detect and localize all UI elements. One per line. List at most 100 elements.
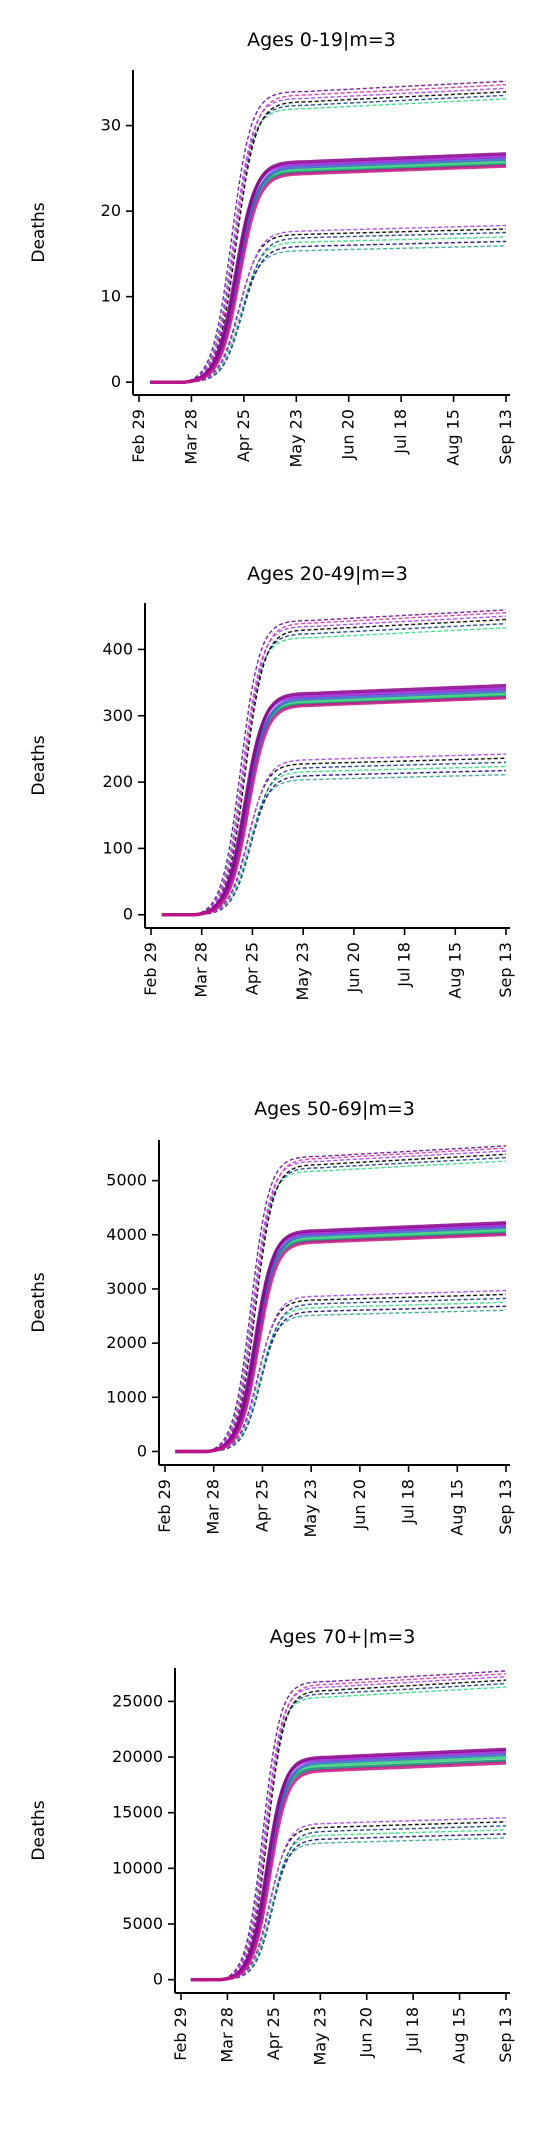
y-tick-label: 25000 bbox=[112, 1691, 163, 1710]
series-line-central bbox=[190, 1750, 506, 1982]
series-line-lower bbox=[190, 1821, 507, 1981]
series-line-lower bbox=[175, 1301, 507, 1453]
y-tick-label: 3000 bbox=[106, 1279, 147, 1298]
series-line-upper bbox=[175, 1147, 507, 1453]
x-tick-label: Jul 18 bbox=[403, 2007, 422, 2053]
x-tick-label: Jul 18 bbox=[399, 1479, 418, 1525]
x-tick-label: Sep 13 bbox=[496, 2007, 515, 2063]
panel-title: Ages 70+|m=3 bbox=[270, 1626, 416, 1648]
y-axis-label: Deaths bbox=[29, 1272, 49, 1332]
series-lines bbox=[190, 1670, 507, 1982]
series-line-lower bbox=[150, 231, 506, 383]
series-line-lower bbox=[150, 240, 507, 383]
panel-1: Ages 0-19|m=3 Deaths 0 10 20 30 Feb 29 Mar 28 Ap… bbox=[29, 29, 515, 468]
series-line-lower bbox=[161, 753, 506, 916]
series-line-upper bbox=[190, 1673, 507, 1981]
series-line-upper bbox=[150, 84, 507, 383]
series-line-lower bbox=[175, 1305, 506, 1453]
y-tick-label: 15000 bbox=[112, 1803, 163, 1822]
series-line-lower bbox=[190, 1825, 506, 1981]
series-line-central bbox=[150, 157, 507, 384]
x-tick-label: May 23 bbox=[293, 942, 312, 1001]
series-line-upper bbox=[161, 609, 507, 916]
series-line-central bbox=[150, 164, 507, 384]
x-tick-label: Jun 20 bbox=[350, 1479, 369, 1530]
x-tick-label: Apr 25 bbox=[242, 942, 261, 995]
series-line-central bbox=[150, 162, 507, 384]
series-line-lower bbox=[190, 1837, 506, 1981]
y-tick-label: 0 bbox=[111, 372, 121, 391]
y-tick-label: 10000 bbox=[112, 1858, 163, 1877]
series-line-central bbox=[175, 1232, 507, 1454]
series-line-lower bbox=[161, 769, 506, 916]
x-tick-label: Sep 13 bbox=[496, 1479, 515, 1535]
series-line-central bbox=[161, 683, 506, 917]
series-lines bbox=[175, 1145, 507, 1454]
series-line-upper bbox=[190, 1670, 507, 1981]
series-line-central bbox=[190, 1759, 506, 1982]
series-line-upper bbox=[175, 1150, 507, 1453]
x-tick-label: Jun 20 bbox=[357, 2007, 376, 2058]
y-tick-label: 200 bbox=[102, 772, 133, 791]
panel-2: Ages 20-49|m=3 Deaths 0 100 200 300 400 Feb 29 M… bbox=[29, 563, 515, 1001]
x-tick-label: Sep 13 bbox=[496, 409, 515, 465]
series-line-lower bbox=[175, 1297, 507, 1453]
series-line-upper bbox=[150, 80, 507, 383]
y-tick-label: 100 bbox=[102, 838, 133, 857]
y-tick-label: 10 bbox=[101, 287, 121, 306]
y-tick-label: 20 bbox=[101, 201, 121, 220]
series-line-central bbox=[175, 1223, 506, 1454]
panel-title: Ages 50-69|m=3 bbox=[254, 1098, 415, 1120]
series-line-lower bbox=[190, 1829, 506, 1981]
series-line-central bbox=[161, 696, 507, 917]
y-tick-label: 1000 bbox=[106, 1387, 147, 1406]
series-line-lower bbox=[150, 228, 507, 383]
x-tick-label: Aug 15 bbox=[447, 1479, 466, 1536]
series-line-central bbox=[175, 1228, 507, 1454]
series-line-central bbox=[175, 1221, 507, 1454]
panel-title: Ages 0-19|m=3 bbox=[247, 29, 396, 51]
y-tick-label: 30 bbox=[101, 116, 121, 135]
x-tick-label: Aug 15 bbox=[445, 942, 464, 999]
series-line-lower bbox=[175, 1289, 506, 1453]
series-line-lower bbox=[190, 1833, 507, 1981]
series-line-upper bbox=[161, 612, 507, 916]
x-tick-label: Jul 18 bbox=[395, 942, 414, 988]
series-line-lower bbox=[150, 224, 506, 383]
series-line-upper bbox=[190, 1682, 507, 1981]
series-line-lower bbox=[175, 1293, 506, 1453]
y-tick-label: 0 bbox=[123, 905, 133, 924]
series-line-central bbox=[175, 1225, 507, 1454]
x-tick-label: May 23 bbox=[301, 1479, 320, 1538]
y-tick-label: 2000 bbox=[106, 1333, 147, 1352]
series-line-upper bbox=[190, 1676, 507, 1981]
x-tick-label: Aug 15 bbox=[450, 2007, 469, 2064]
series-line-upper bbox=[161, 623, 507, 916]
x-tick-label: Apr 25 bbox=[234, 409, 253, 462]
x-tick-label: Sep 13 bbox=[496, 942, 515, 998]
series-line-upper bbox=[161, 615, 507, 916]
x-tick-label: Feb 29 bbox=[171, 2007, 190, 2061]
x-tick-label: May 23 bbox=[310, 2007, 329, 2066]
series-line-central bbox=[150, 160, 506, 384]
series-line-lower bbox=[175, 1309, 506, 1453]
series-line-upper bbox=[175, 1145, 507, 1453]
series-line-upper bbox=[150, 98, 507, 383]
x-tick-label: Jun 20 bbox=[344, 942, 363, 993]
y-tick-label: 0 bbox=[137, 1441, 147, 1460]
y-tick-label: 5000 bbox=[122, 1914, 163, 1933]
x-tick-label: Mar 28 bbox=[204, 1479, 223, 1535]
x-tick-label: Aug 15 bbox=[444, 409, 463, 466]
panel-3: Ages 50-69|m=3 Deaths 0 1000 2000 3000 4000 500… bbox=[29, 1098, 515, 1538]
series-line-upper bbox=[161, 618, 507, 916]
series-line-lower bbox=[190, 1817, 506, 1981]
series-line-upper bbox=[150, 94, 507, 383]
series-line-central bbox=[161, 694, 507, 917]
series-line-central bbox=[161, 686, 507, 917]
panel-4: Ages 70+|m=3 Deaths 0 5000 10000 15000 20000 25… bbox=[29, 1626, 515, 2066]
y-axis-label: Deaths bbox=[29, 1800, 49, 1860]
series-line-upper bbox=[175, 1157, 507, 1453]
y-tick-label: 20000 bbox=[112, 1747, 163, 1766]
series-lines bbox=[161, 609, 507, 917]
series-line-lower bbox=[161, 757, 507, 916]
